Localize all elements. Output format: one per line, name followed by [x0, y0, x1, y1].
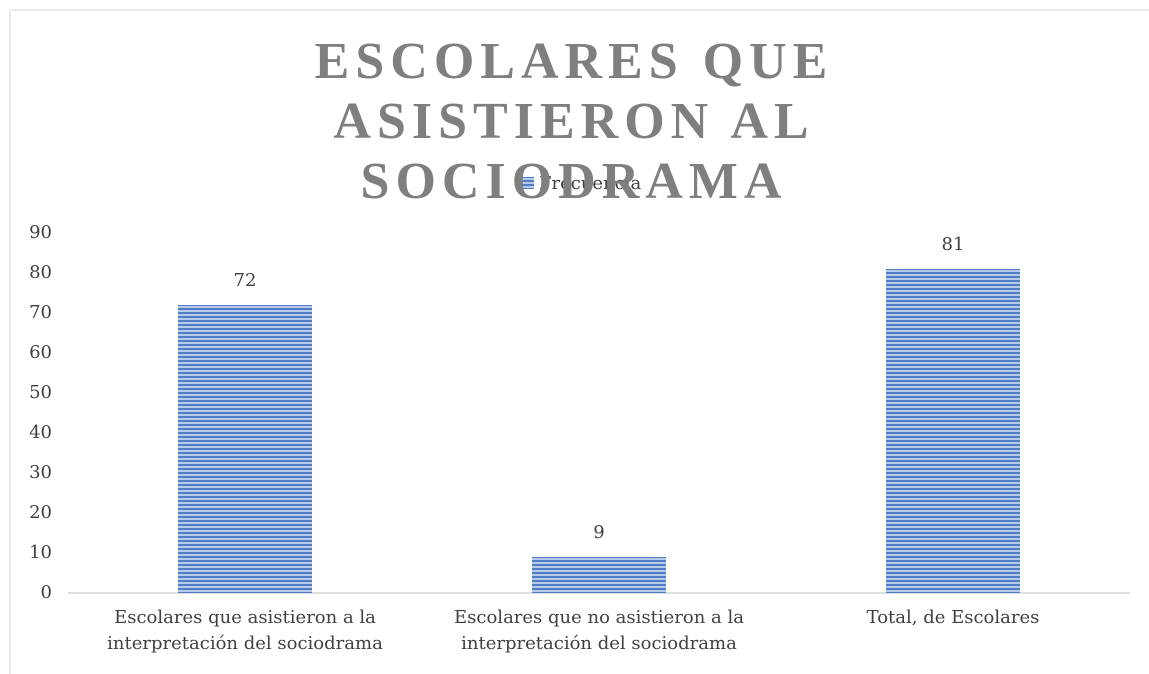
- y-tick-label: 50: [29, 382, 52, 403]
- bar: [178, 305, 312, 593]
- legend-label: Frecuencia: [539, 173, 642, 194]
- y-tick-label: 40: [29, 422, 52, 443]
- y-tick-label: 30: [29, 462, 52, 483]
- data-label: 72: [234, 270, 257, 291]
- bar: [886, 269, 1020, 593]
- y-tick-label: 80: [29, 262, 52, 283]
- y-tick-label: 10: [29, 542, 52, 563]
- chart-title: ESCOLARES QUE ASISTIERON AL SOCIODRAMA: [314, 33, 834, 210]
- x-tick-label: Escolares que asistieron a la interpreta…: [107, 607, 383, 654]
- y-tick-label: 60: [29, 342, 52, 363]
- data-label: 81: [942, 234, 965, 255]
- x-tick-label: Total, de Escolares: [866, 607, 1040, 628]
- y-tick-label: 0: [41, 582, 52, 603]
- y-tick-label: 70: [29, 302, 52, 323]
- y-tick-label: 20: [29, 502, 52, 523]
- chart-border: [9, 9, 1149, 674]
- x-tick-label: Escolares que no asistieron a la interpr…: [454, 607, 744, 654]
- data-label: 9: [593, 522, 604, 543]
- y-tick-label: 90: [29, 222, 52, 243]
- legend-swatch: [522, 177, 534, 189]
- bar: [532, 557, 666, 593]
